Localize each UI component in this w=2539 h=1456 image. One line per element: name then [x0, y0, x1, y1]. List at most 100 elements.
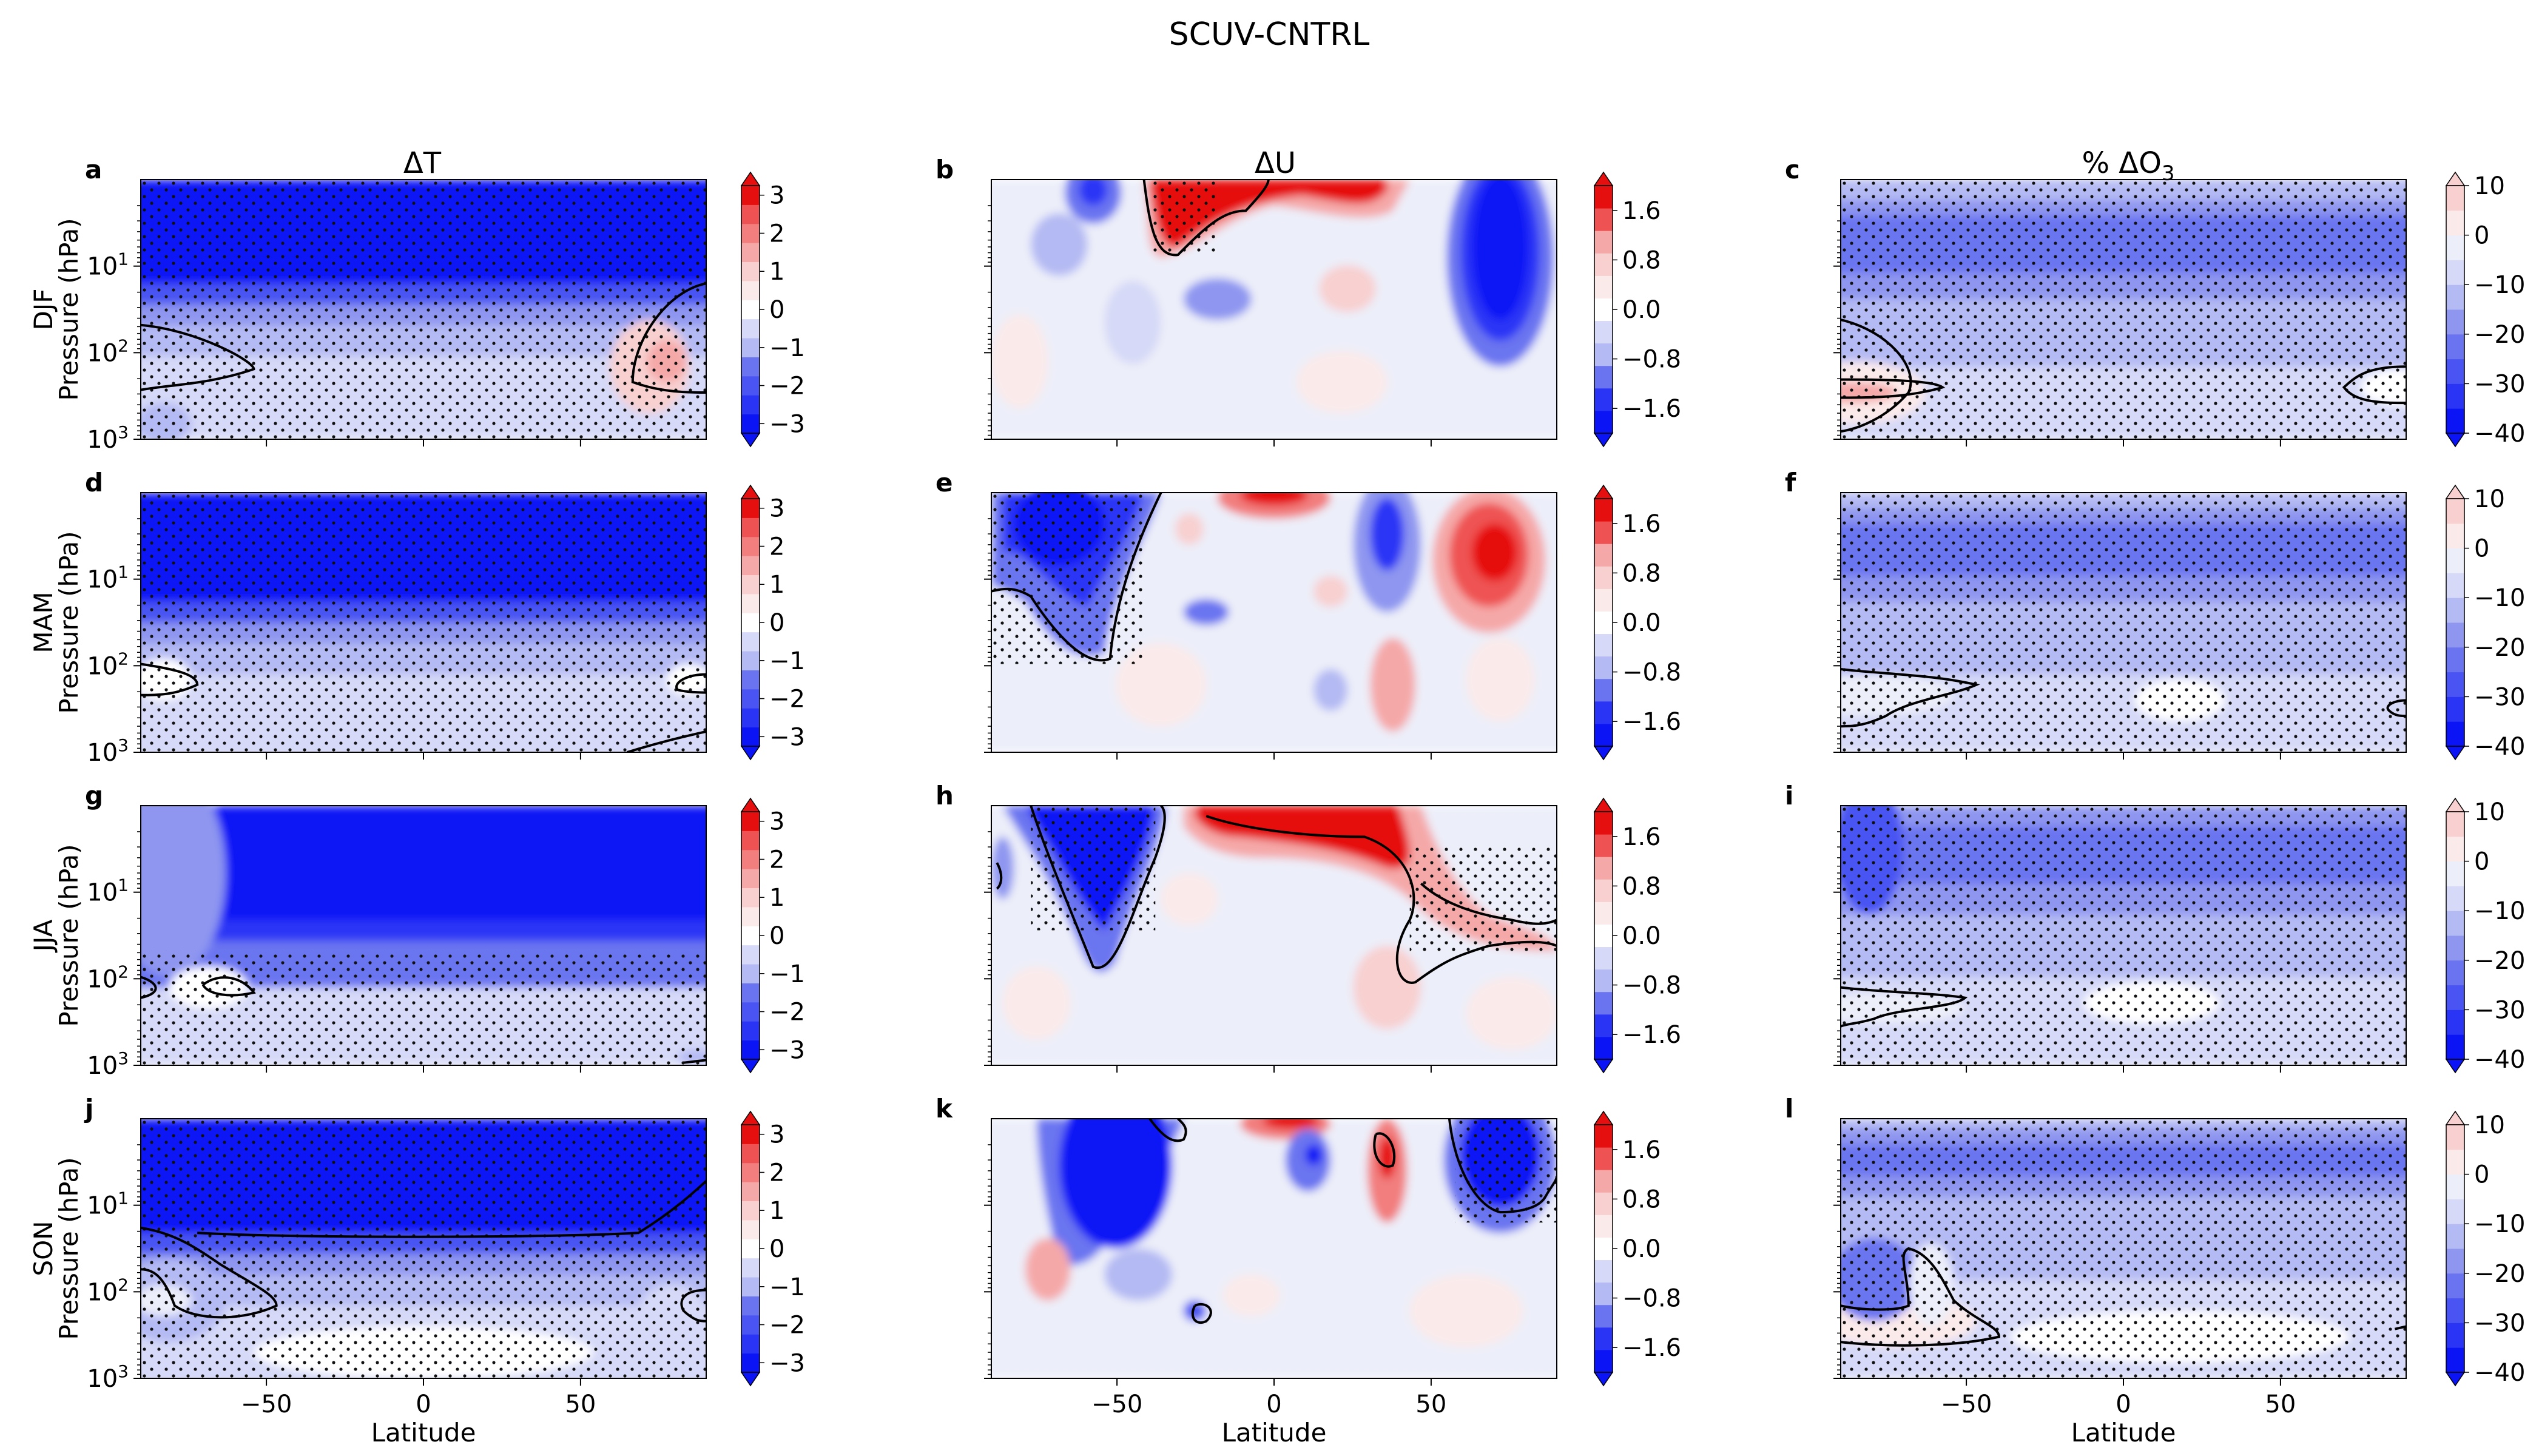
panel-j-field: [141, 1119, 706, 1378]
colorbar-extend-max: [740, 1110, 761, 1125]
y-tick-label: 103: [87, 422, 129, 454]
colorbar-tick-label: 0.8: [1622, 559, 1661, 587]
panel-h-field: [991, 806, 1557, 1065]
panel-l-field: [1841, 1119, 2406, 1378]
y-tick-base: 10: [87, 566, 118, 594]
y-tick-base: 10: [87, 1365, 118, 1393]
panel-b-field: [991, 180, 1557, 439]
panel-letter-h: h: [936, 781, 954, 811]
colorbar-tick-label: −1.6: [1622, 395, 1681, 423]
colorbar-swatch: [1594, 365, 1613, 389]
panel-b-cell: [1296, 351, 1388, 414]
colorbar-tick-label: −30: [2474, 370, 2525, 398]
colorbar-swatch: [741, 1239, 760, 1259]
colorbar-tick-label: −3: [769, 1036, 805, 1064]
colorbar-swatch: [741, 651, 760, 670]
colorbar-tick-label: 3: [769, 495, 784, 523]
panel-l: l −50 0 50 Latitude: [1785, 1094, 2407, 1448]
colorbar-swatch: [1594, 320, 1613, 344]
colorbar-extend-min: [740, 433, 761, 448]
colorbar-tick-label: −3: [769, 723, 805, 751]
panel-l-significance-stipple: [1841, 1119, 2406, 1378]
colorbar-tick-label: 0.0: [1622, 609, 1661, 637]
column-title-dT: ΔT: [403, 146, 442, 180]
panel-h-cell: [991, 837, 1014, 900]
colorbar-swatch: [1594, 186, 1613, 209]
colorbar-swatch: [741, 243, 760, 263]
row-label-JJA: JJA: [29, 919, 58, 953]
y-tick-label: 103: [87, 735, 129, 767]
panel-c-contour-line: [1841, 378, 1946, 399]
colorbar-extend-max: [1593, 171, 1614, 186]
colorbar-swatch: [2446, 1009, 2464, 1035]
panel-letter-i: i: [1785, 781, 1793, 811]
panel-k-contour-line: [1448, 1119, 1557, 1214]
panel-k-field: [991, 1119, 1557, 1378]
panel-i-field: [1841, 806, 2406, 1065]
colorbar-swatch: [2446, 359, 2464, 384]
colorbar-dO3-row-3: 10 0 −10 −20 −30 −40: [2445, 797, 2525, 1074]
panel-k-cell: [1183, 1300, 1207, 1321]
panel-b: b: [936, 155, 1557, 447]
panel-j-contour-line: [680, 1289, 706, 1323]
panel-h-significance-stipple: [1031, 806, 1156, 931]
panel-k: k −50 0 50 Latitude: [936, 1094, 1557, 1448]
colorbar-swatch: [741, 556, 760, 576]
y-tick-label: 102: [87, 962, 129, 993]
colorbar-swatch: [741, 831, 760, 851]
colorbar-tick-label: 1: [769, 884, 784, 912]
colorbar-extend-max: [740, 171, 761, 186]
panel-j-significance-stipple: [141, 1119, 706, 1378]
colorbar-swatch: [2446, 812, 2464, 837]
y-tick-exponent: 3: [118, 1361, 129, 1381]
colorbar-tick-label: −3: [769, 410, 805, 438]
colorbar-tick-label: 0.8: [1622, 1185, 1661, 1213]
colorbar-swatch: [741, 280, 760, 300]
y-tick-base: 10: [87, 739, 118, 767]
colorbar-swatch: [1594, 879, 1613, 902]
colorbar-tick-label: 10: [2474, 1111, 2505, 1139]
y-tick-base: 10: [87, 965, 118, 993]
panel-e-significance-stipple: [991, 493, 1144, 664]
colorbar-tick-label: −2: [769, 372, 805, 400]
colorbar-tick-label: −10: [2474, 897, 2525, 925]
panel-e-cell: [1370, 638, 1415, 732]
colorbar-swatch: [2446, 861, 2464, 886]
colorbar-tick-label: 0: [769, 609, 784, 637]
colorbar-tick-label: −40: [2474, 733, 2525, 761]
panel-i-contour-line: [1841, 986, 1968, 1028]
colorbar-swatch: [741, 517, 760, 538]
colorbar-swatch: [1594, 701, 1613, 724]
colorbar-swatch: [741, 964, 760, 983]
colorbar-tick-label: −0.8: [1622, 1285, 1681, 1313]
colorbar-extend-max: [1593, 797, 1614, 812]
colorbar-swatch: [741, 1040, 760, 1060]
colorbar-swatch: [2446, 523, 2464, 549]
y-axis-label: Pressure (hPa): [54, 218, 84, 400]
colorbar-swatch: [741, 926, 760, 946]
panel-e-cell: [1175, 513, 1204, 545]
colorbar-swatch: [1594, 343, 1613, 366]
colorbar-swatch: [741, 812, 760, 831]
colorbar-dT-row-3: 3 2 1 0 −1 −2 −3: [740, 797, 805, 1074]
y-tick-label: 102: [87, 335, 129, 367]
colorbar-swatch: [1594, 275, 1613, 298]
colorbar-swatch: [741, 708, 760, 728]
colorbar-tick-label: −30: [2474, 683, 2525, 711]
colorbar-swatch: [1594, 1237, 1613, 1261]
x-tick-label: −50: [1941, 1390, 1992, 1418]
x-axis-label: Latitude: [371, 1418, 476, 1448]
panel-e-cell: [1313, 669, 1348, 711]
row-label-MAM: MAM: [29, 592, 58, 653]
panel-letter-j: j: [84, 1094, 93, 1124]
colorbar-swatch: [1594, 1282, 1613, 1306]
colorbar-tick-label: −0.8: [1622, 972, 1681, 1000]
colorbar-tick-label: 0.8: [1622, 872, 1661, 900]
colorbar-swatch: [741, 318, 760, 339]
panel-d-significance-stipple: [141, 493, 706, 752]
panel-letter-d: d: [85, 468, 103, 497]
figure-title: SCUV-CNTRL: [1169, 16, 1370, 53]
panel-c-contour-line: [2342, 365, 2406, 405]
colorbar-tick-label: −20: [2474, 947, 2525, 975]
